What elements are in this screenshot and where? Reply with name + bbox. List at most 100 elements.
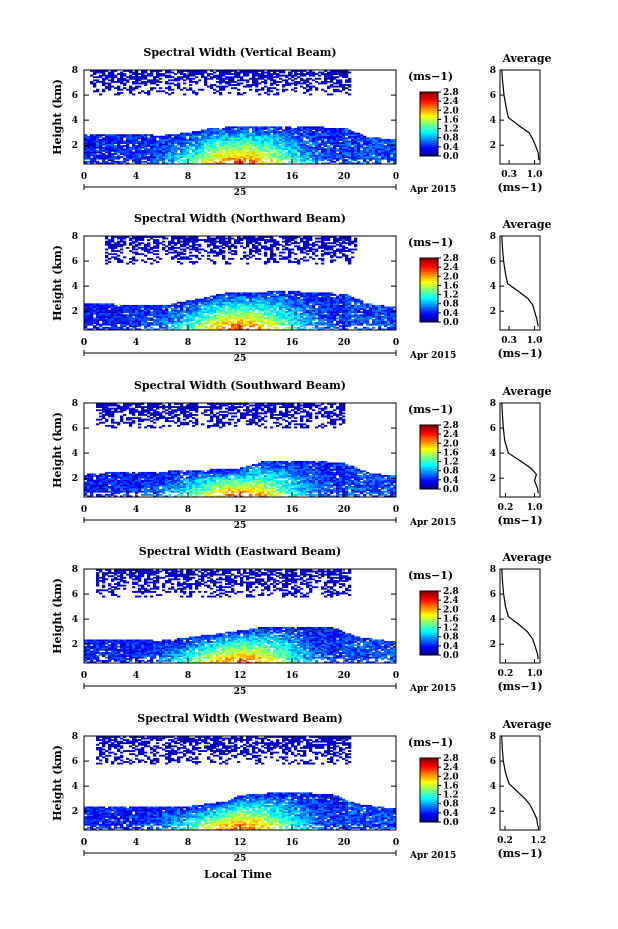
- heatmap-cell: [318, 326, 322, 329]
- heatmap-cell: [114, 306, 118, 309]
- heatmap-cell: [303, 320, 307, 323]
- heatmap-cell: [231, 326, 235, 329]
- heatmap-cell: [129, 135, 133, 138]
- heatmap-cell: [261, 146, 265, 149]
- heatmap-cell: [96, 314, 100, 317]
- heatmap-cell: [243, 251, 247, 254]
- heatmap-cell: [108, 304, 112, 307]
- heatmap-cell: [207, 245, 211, 248]
- heatmap-cell: [312, 79, 316, 82]
- heatmap-cell: [357, 138, 361, 141]
- heatmap-cell: [360, 151, 364, 154]
- heatmap-cell: [108, 309, 112, 312]
- heatmap-cell: [327, 135, 331, 138]
- heatmap-cell: [138, 73, 142, 75]
- heatmap-cell: [195, 156, 199, 159]
- heatmap-cell: [126, 145, 130, 148]
- heatmap-cell: [126, 153, 130, 155]
- heatmap-cell: [348, 85, 352, 88]
- heatmap-cell: [321, 146, 325, 149]
- heatmap-cell: [300, 157, 304, 160]
- heatmap-cell: [327, 137, 331, 140]
- heatmap-cell: [243, 256, 247, 259]
- heatmap-cell: [213, 239, 217, 241]
- heatmap-cell: [171, 142, 175, 144]
- heatmap-cell: [267, 325, 271, 328]
- heatmap-cell: [162, 320, 166, 323]
- heatmap-cell: [258, 237, 262, 240]
- heatmap-cell: [357, 153, 361, 155]
- heatmap-cell: [207, 240, 211, 243]
- heatmap-cell: [345, 134, 349, 137]
- heatmap-cell: [144, 311, 148, 314]
- heatmap-cell: [342, 153, 346, 155]
- heatmap-cell: [123, 77, 127, 80]
- heatmap-cell: [222, 256, 226, 259]
- heatmap-cell: [84, 138, 88, 141]
- heatmap-cell: [261, 312, 265, 315]
- heatmap-cell: [315, 308, 319, 310]
- heatmap-cell: [138, 162, 142, 165]
- heatmap-cell: [114, 304, 118, 307]
- heatmap-cell: [93, 306, 97, 309]
- heatmap-cell: [213, 314, 217, 317]
- heatmap-cell: [189, 135, 193, 138]
- heatmap-cell: [198, 309, 202, 312]
- heatmap-cell: [330, 129, 334, 132]
- heatmap-cell: [222, 304, 226, 307]
- heatmap-cell: [276, 319, 280, 321]
- heatmap-cell: [189, 304, 193, 307]
- heatmap-cell: [291, 70, 295, 72]
- heatmap-cell: [195, 71, 199, 74]
- heatmap-cell: [144, 154, 148, 157]
- heatmap-cell: [330, 154, 334, 157]
- heatmap-cell: [99, 154, 103, 157]
- heatmap-cell: [135, 162, 139, 165]
- heatmap-cell: [228, 328, 232, 331]
- heatmap-cell: [231, 243, 235, 246]
- heatmap-cell: [231, 322, 235, 325]
- heatmap-cell: [228, 137, 232, 140]
- day-label: 25: [234, 188, 247, 198]
- heatmap-cell: [258, 292, 262, 295]
- heatmap-cell: [126, 148, 130, 151]
- heatmap-cell: [282, 154, 286, 157]
- heatmap-cell: [204, 84, 208, 86]
- heatmap-cell: [306, 131, 310, 133]
- heatmap-cell: [243, 304, 247, 307]
- heatmap-cell: [225, 156, 229, 159]
- heatmap-cell: [201, 142, 205, 144]
- heatmap-cell: [318, 156, 322, 159]
- heatmap-cell: [252, 71, 256, 74]
- heatmap-cell: [138, 319, 142, 321]
- heatmap-cell: [195, 311, 199, 314]
- heatmap-cell: [306, 146, 310, 149]
- heatmap-cell: [357, 151, 361, 154]
- heatmap-cell: [237, 140, 241, 143]
- heatmap-cell: [237, 135, 241, 138]
- heatmap-cell: [93, 157, 97, 160]
- heatmap-cell: [150, 304, 154, 307]
- heatmap-cell: [243, 298, 247, 301]
- heatmap-cell: [84, 315, 88, 318]
- heatmap-cell: [276, 157, 280, 160]
- heatmap-cell: [360, 157, 364, 160]
- heatmap-cell: [93, 145, 97, 148]
- heatmap-cell: [270, 146, 274, 149]
- heatmap-cell: [138, 325, 142, 328]
- heatmap-cell: [273, 257, 277, 260]
- heatmap-cell: [159, 90, 163, 93]
- heatmap-cell: [222, 250, 226, 252]
- heatmap-cell: [228, 297, 232, 299]
- heatmap-cell: [276, 300, 280, 303]
- heatmap-cell: [171, 239, 175, 241]
- heatmap-cell: [228, 157, 232, 160]
- heatmap-cell: [132, 138, 136, 141]
- heatmap-cell: [261, 328, 265, 331]
- heatmap-cell: [267, 131, 271, 133]
- heatmap-cell: [300, 126, 304, 129]
- heatmap-cell: [165, 308, 169, 310]
- heatmap-cell: [312, 159, 316, 162]
- heatmap-cell: [339, 137, 343, 140]
- heatmap-cell: [384, 145, 388, 148]
